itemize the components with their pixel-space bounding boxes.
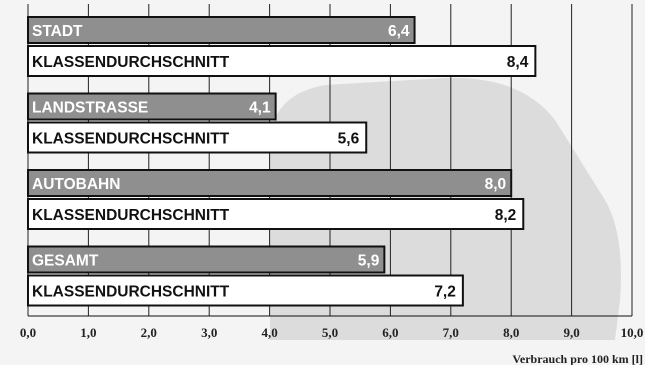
- x-axis-tick-labels: 0,0 1,0 2,0 3,0 4,0 5,0 6,0 7,0 8,0 9,0 10,0: [20, 325, 644, 340]
- vehicle-bar: [27, 16, 416, 44]
- x-tick-label: 1,0: [80, 325, 96, 340]
- x-tick-label: 0,0: [20, 325, 36, 340]
- reference-value-label: 8,4: [507, 54, 529, 71]
- reference-value-label: 8,2: [495, 207, 517, 224]
- vehicle-bar: [27, 92, 277, 121]
- vehicle-value-label: 5,9: [358, 253, 380, 270]
- bar-group: LANDSTRASSE 4,1 KLASSENDURCHSCHNITT 5,6: [27, 92, 368, 154]
- category-label: STADT: [32, 23, 83, 40]
- bar-groups: STADT 6,4 KLASSENDURCHSCHNITT 8,4 LANDSTRASS…: [27, 16, 537, 307]
- bar-group: AUTOBAHN 8,0 KLASSENDURCHSCHNITT 8,2: [27, 169, 525, 230]
- category-label: GESAMT: [32, 253, 99, 270]
- x-axis-title: Verbrauch pro 100 km [l]: [512, 352, 643, 365]
- reference-label: KLASSENDURCHSCHNITT: [32, 284, 230, 301]
- x-tick-label: 10,0: [621, 325, 644, 340]
- reference-label: KLASSENDURCHSCHNITT: [32, 54, 230, 71]
- x-tick-label: 5,0: [322, 325, 338, 340]
- reference-bar: [27, 121, 368, 154]
- vehicle-bar: [27, 169, 513, 197]
- reference-label: KLASSENDURCHSCHNITT: [32, 131, 230, 148]
- x-tick-label: 8,0: [503, 325, 519, 340]
- x-axis: 0,0 1,0 2,0 3,0 4,0 5,0 6,0 7,0 8,0 9,0 10,0 Verbr…: [20, 315, 644, 365]
- vehicle-value-label: 6,4: [388, 23, 410, 40]
- x-tick-label: 3,0: [201, 325, 217, 340]
- x-tick-label: 2,0: [141, 325, 157, 340]
- vehicle-value-label: 8,0: [485, 176, 507, 193]
- reference-bar: [27, 274, 464, 307]
- bar-group: GESAMT 5,9 KLASSENDURCHSCHNITT 7,2: [27, 245, 464, 307]
- x-tick-label: 6,0: [382, 325, 398, 340]
- category-label: LANDSTRASSE: [32, 100, 148, 117]
- reference-value-label: 7,2: [434, 284, 456, 301]
- reference-bar: [27, 198, 525, 230]
- bar-group: STADT 6,4 KLASSENDURCHSCHNITT 8,4: [27, 16, 537, 77]
- reference-label: KLASSENDURCHSCHNITT: [32, 207, 230, 224]
- vehicle-value-label: 4,1: [249, 100, 271, 117]
- vehicle-bar: [27, 245, 386, 274]
- reference-bar: [27, 45, 537, 77]
- reference-value-label: 5,6: [338, 131, 360, 148]
- x-tick-label: 4,0: [261, 325, 277, 340]
- x-tick-label: 7,0: [443, 325, 459, 340]
- category-label: AUTOBAHN: [32, 176, 120, 193]
- x-tick-label: 9,0: [563, 325, 579, 340]
